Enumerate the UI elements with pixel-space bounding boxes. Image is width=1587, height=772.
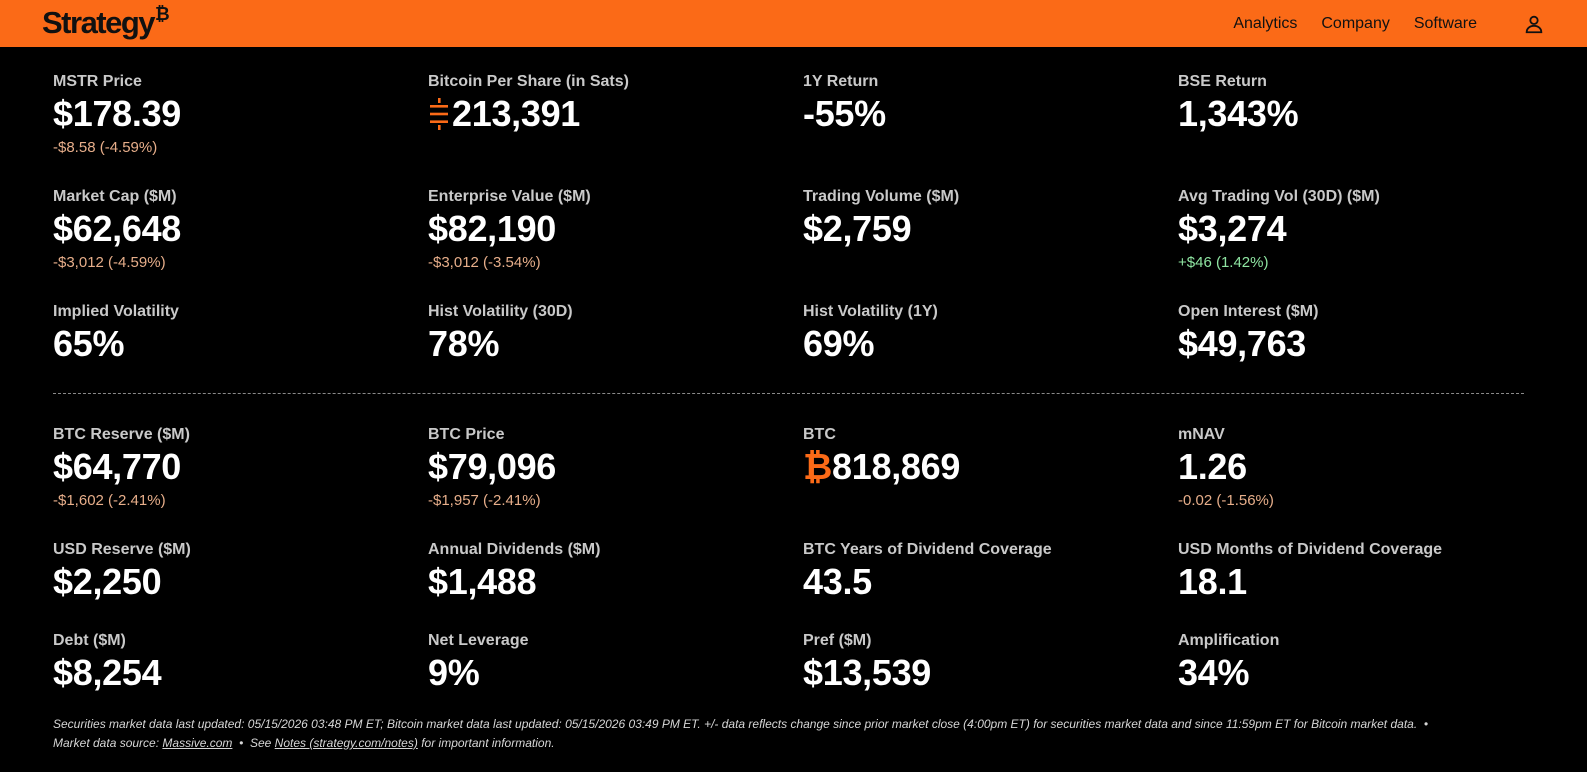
metric-trading-volume: Trading Volume ($M) $2,759 xyxy=(803,188,960,249)
metric-btc-reserve: BTC Reserve ($M) $64,770 -$1,602 (-2.41%… xyxy=(53,426,190,509)
massive-source-link[interactable]: Massive.com xyxy=(162,736,233,750)
metric-annual-dividends: Annual Dividends ($M) $1,488 xyxy=(428,541,601,602)
metric-btc-holdings: BTC ₿ 818,869 xyxy=(803,426,961,487)
bitcoin-icon: ₿ xyxy=(803,446,833,487)
metric-1y-return: 1Y Return -55% xyxy=(803,73,886,134)
nav-analytics[interactable]: Analytics xyxy=(1233,14,1298,32)
metric-bitcoin-per-share: Bitcoin Per Share (in Sats) 213,391 xyxy=(428,73,629,134)
nav-company[interactable]: Company xyxy=(1321,14,1390,32)
metric-pref: Pref ($M) $13,539 xyxy=(803,632,932,693)
metric-avg-trading-vol: Avg Trading Vol (30D) ($M) $3,274 +$46 (… xyxy=(1178,188,1380,271)
section-divider xyxy=(53,393,1524,394)
metric-hist-volatility-30d: Hist Volatility (30D) 78% xyxy=(428,303,573,364)
metric-btc-years-coverage: BTC Years of Dividend Coverage 43.5 xyxy=(803,541,1052,602)
metric-amplification: Amplification 34% xyxy=(1178,632,1280,693)
metric-usd-reserve: USD Reserve ($M) $2,250 xyxy=(53,541,191,602)
user-icon[interactable] xyxy=(1523,13,1545,35)
metric-hist-volatility-1y: Hist Volatility (1Y) 69% xyxy=(803,303,938,364)
main-nav: Analytics Company Software xyxy=(1233,0,1587,47)
balance-metrics-grid: BTC Reserve ($M) $64,770 -$1,602 (-2.41%… xyxy=(53,419,1553,716)
metric-net-leverage: Net Leverage 9% xyxy=(428,632,529,693)
metric-usd-months-coverage: USD Months of Dividend Coverage 18.1 xyxy=(1178,541,1443,602)
metric-enterprise-value: Enterprise Value ($M) $82,190 -$3,012 (-… xyxy=(428,188,591,271)
metric-mnav: mNAV 1.26 -0.02 (-1.56%) xyxy=(1178,426,1274,509)
metric-market-cap: Market Cap ($M) $62,648 -$3,012 (-4.59%) xyxy=(53,188,182,271)
sats-icon xyxy=(430,98,448,130)
strategy-logo[interactable]: Strategy₿ xyxy=(42,4,170,40)
notes-link[interactable]: Notes (strategy.com/notes) xyxy=(274,736,418,750)
data-disclaimer-footer: Securities market data last updated: 05/… xyxy=(53,717,1429,750)
metric-implied-volatility: Implied Volatility 65% xyxy=(53,303,179,364)
metric-bse-return: BSE Return 1,343% xyxy=(1178,73,1299,134)
top-navigation-bar: Strategy₿ Analytics Company Software xyxy=(0,0,1587,47)
metric-open-interest: Open Interest ($M) $49,763 xyxy=(1178,303,1319,364)
metric-btc-price: BTC Price $79,096 -$1,957 (-2.41%) xyxy=(428,426,557,509)
market-metrics-grid: MSTR Price $178.39 -$8.58 (-4.59%) Bitco… xyxy=(53,66,1553,411)
metric-debt: Debt ($M) $8,254 xyxy=(53,632,162,693)
nav-software[interactable]: Software xyxy=(1413,14,1477,32)
metric-mstr-price: MSTR Price $178.39 -$8.58 (-4.59%) xyxy=(53,73,182,156)
